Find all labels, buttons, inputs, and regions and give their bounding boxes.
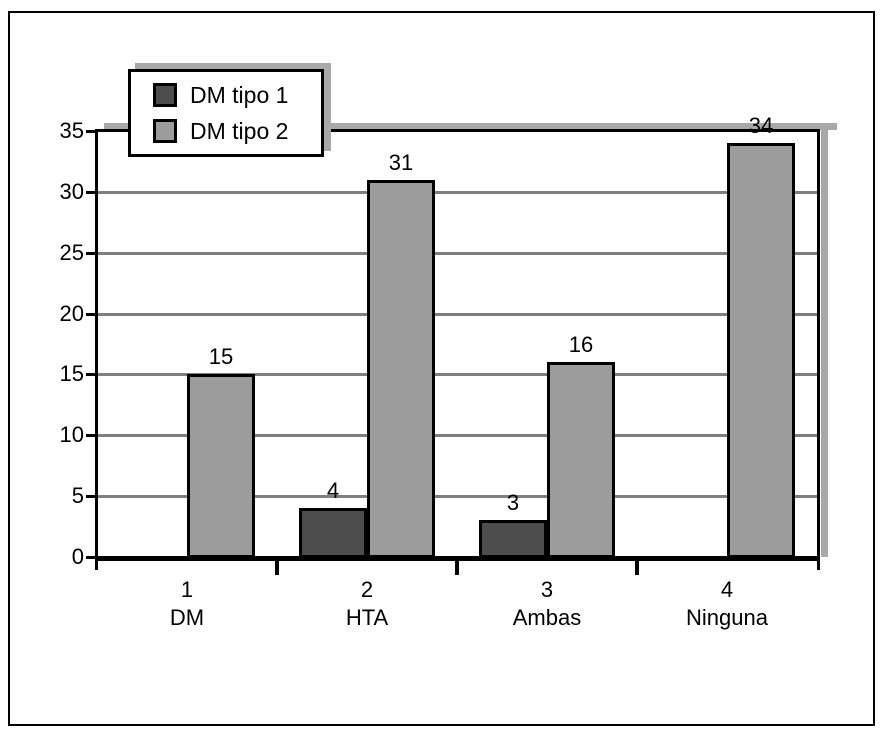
bar-value-label: 4 — [326, 478, 340, 503]
gridline-10 — [98, 434, 817, 437]
bar-value-label: 3 — [506, 490, 520, 515]
legend-swatch-dm-tipo-2 — [153, 119, 177, 143]
bar-dm-tipo-1-hta — [299, 508, 367, 558]
y-axis-label-0: 0 — [71, 544, 84, 569]
x-axis-tick-1 — [275, 561, 279, 575]
y-axis-label-35: 35 — [59, 118, 84, 143]
x-axis-number-4: 4 — [720, 577, 734, 602]
bar-dm-tipo-2-ambas — [547, 362, 615, 558]
bar-dm-tipo-1-ambas — [479, 520, 547, 558]
x-axis-label-ninguna: Ninguna — [686, 605, 768, 630]
x-axis-number-2: 2 — [360, 577, 374, 602]
plot-frame-shadow-top — [104, 123, 837, 130]
x-axis-number-3: 3 — [540, 577, 554, 602]
x-axis-label-hta: HTA — [345, 605, 389, 630]
y-axis-line — [95, 129, 98, 570]
bar-value-label: 16 — [568, 332, 594, 357]
gridline-5 — [98, 495, 817, 498]
y-axis-label-10: 10 — [59, 422, 84, 447]
y-axis-tick-25 — [86, 252, 97, 255]
plot-frame-shadow-right — [821, 123, 828, 557]
legend-item-dm-tipo-2: DM tipo 2 — [153, 118, 321, 145]
y-axis-tick-5 — [86, 495, 97, 498]
bar-dm-tipo-2-dm — [187, 374, 255, 558]
x-axis-tick-3 — [635, 561, 639, 575]
y-axis-label-15: 15 — [59, 361, 84, 386]
legend-label: DM tipo 1 — [190, 81, 289, 108]
y-axis-tick-20 — [86, 313, 97, 316]
y-axis-label-30: 30 — [59, 179, 84, 204]
plot-frame-top — [95, 129, 820, 132]
bar-value-label: 34 — [748, 113, 774, 138]
y-axis-label-25: 25 — [59, 240, 84, 265]
x-axis-tick-2 — [455, 561, 459, 575]
y-axis-label-20: 20 — [59, 301, 84, 326]
x-axis-line — [95, 556, 820, 561]
y-axis-tick-30 — [86, 191, 97, 194]
bar-value-label: 31 — [388, 150, 414, 175]
chart-legend: DM tipo 1 DM tipo 2 — [128, 69, 324, 157]
y-axis-tick-35 — [86, 130, 97, 133]
y-axis-tick-10 — [86, 434, 97, 437]
legend-swatch-dm-tipo-1 — [153, 83, 177, 107]
bar-dm-tipo-2-ninguna — [727, 143, 795, 558]
gridline-25 — [98, 252, 817, 255]
y-axis-label-5: 5 — [71, 483, 84, 508]
gridline-20 — [98, 313, 817, 316]
y-axis-tick-15 — [86, 373, 97, 376]
x-axis-number-1: 1 — [180, 577, 194, 602]
gridline-30 — [98, 191, 817, 194]
legend-item-dm-tipo-1: DM tipo 1 — [153, 82, 321, 109]
bar-value-label: 15 — [208, 344, 234, 369]
gridline-15 — [98, 373, 817, 376]
x-axis-label-ambas: Ambas — [512, 605, 582, 630]
legend-label: DM tipo 2 — [190, 117, 289, 144]
y-axis-tick-0 — [86, 556, 97, 559]
plot-frame-right — [817, 129, 820, 570]
x-axis-label-dm: DM — [169, 605, 205, 630]
bar-dm-tipo-2-hta — [367, 180, 435, 558]
